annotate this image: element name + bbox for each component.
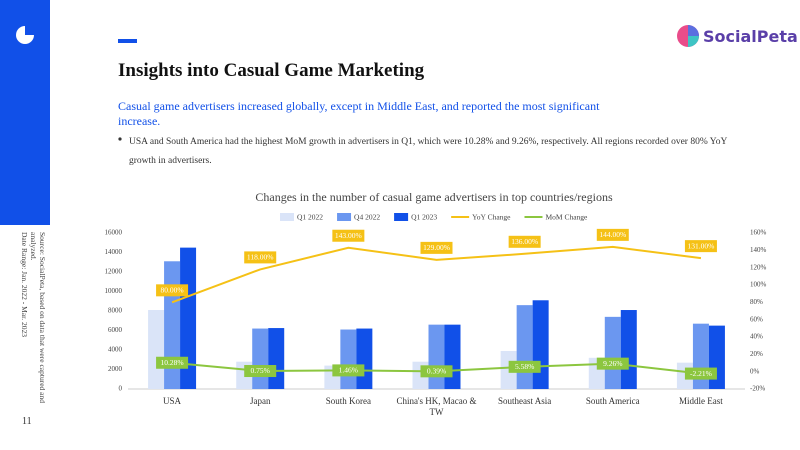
y2-tick-label: 100% <box>750 281 767 289</box>
data-label: 9.26% <box>603 359 622 368</box>
y-tick-label: 16000 <box>105 229 123 237</box>
slide-title: Insights into Casual Game Marketing <box>118 60 425 81</box>
data-label: 5.58% <box>515 362 534 371</box>
footer-notes: Source: SocialPeta, based on data that w… <box>20 232 47 432</box>
data-label: 10.28% <box>161 358 184 367</box>
bar <box>428 324 445 389</box>
x-tick-label: USA <box>163 396 182 406</box>
data-label-box <box>244 251 277 264</box>
bar <box>180 247 197 389</box>
bar <box>340 329 357 389</box>
y2-tick-label: -20% <box>750 385 765 393</box>
legend-label: Q1 2023 <box>411 213 437 222</box>
y-tick-label: 8000 <box>108 307 123 315</box>
y-tick-label: 0 <box>119 385 123 393</box>
legend-label: YoY Change <box>472 213 511 222</box>
y2-tick-label: 120% <box>750 263 767 271</box>
data-label-box <box>508 235 541 248</box>
legend-label: Q1 2022 <box>297 213 323 222</box>
data-label-box <box>684 240 717 253</box>
data-label-box <box>156 356 189 369</box>
y2-tick-label: 60% <box>750 315 763 323</box>
data-label-box <box>508 360 541 373</box>
bar <box>620 310 637 389</box>
x-tick-label: Middle East <box>679 396 723 406</box>
bar <box>604 316 621 389</box>
data-label-box <box>332 364 365 377</box>
logo-mark-part <box>688 25 699 36</box>
data-label-box <box>420 241 453 254</box>
x-tick-label: China's HK, Macao & TW <box>396 396 477 417</box>
y2-tick-label: 140% <box>750 246 767 254</box>
bar <box>516 305 533 389</box>
line <box>171 245 702 304</box>
data-label-box <box>596 357 629 370</box>
legend-swatch <box>394 213 409 221</box>
data-label: 129.00% <box>423 243 450 252</box>
source-note: Source: SocialPeta, based on data that w… <box>29 232 47 403</box>
y-tick-label: 4000 <box>108 346 123 354</box>
bar <box>252 328 269 389</box>
x-tick-label: South America <box>585 396 640 406</box>
bar <box>500 350 517 389</box>
data-label-box <box>156 284 189 297</box>
data-label: 136.00% <box>511 237 538 246</box>
y2-tick-label: 80% <box>750 298 763 306</box>
y2-tick-label: 0% <box>750 367 760 375</box>
x-tick-label: Southeast Asia <box>498 396 552 406</box>
chart-title: Changes in the number of casual game adv… <box>255 190 613 204</box>
data-label-box <box>684 367 717 380</box>
logo-text: SocialPeta <box>703 27 798 46</box>
data-label: 1.46% <box>339 366 358 375</box>
y2-tick-label: 40% <box>750 333 763 341</box>
x-tick-label: South Korea <box>325 396 371 406</box>
bar <box>356 328 373 389</box>
data-label: 80.00% <box>161 286 184 295</box>
data-label-box <box>420 365 453 378</box>
subtitle: Casual game advertisers increased global… <box>118 99 600 128</box>
y2-tick-label: 160% <box>750 229 767 237</box>
data-label-box <box>332 229 365 242</box>
legend-label: MoM Change <box>545 213 588 222</box>
legend-swatch <box>280 213 294 221</box>
y2-tick-label: 20% <box>750 350 763 358</box>
data-label-box <box>596 228 629 241</box>
y-tick-label: 2000 <box>108 365 123 373</box>
data-label: 131.00% <box>687 241 714 250</box>
data-label: 118.00% <box>247 253 274 262</box>
y-tick-label: 6000 <box>108 326 123 334</box>
title-accent <box>118 39 137 43</box>
data-label-box <box>244 365 277 378</box>
y-tick-label: 10000 <box>105 287 123 295</box>
data-label: 144.00% <box>599 230 626 239</box>
bar <box>444 324 461 389</box>
bullet-text: USA and South America had the highest Mo… <box>129 137 727 166</box>
bar <box>148 310 165 389</box>
logo-mark-part <box>688 36 699 47</box>
x-tick-label: Japan <box>249 396 271 406</box>
legend-swatch <box>337 213 352 221</box>
legend-label: Q4 2022 <box>354 213 380 222</box>
bar <box>532 300 549 389</box>
page-number: 11 <box>22 416 32 427</box>
y-tick-label: 14000 <box>105 248 123 256</box>
data-label: 0.39% <box>427 367 446 376</box>
bullet-dot <box>118 137 122 141</box>
data-label: 143.00% <box>335 231 362 240</box>
date-range: Date Range: Jan. 2022 - Mar. 2023 <box>20 232 29 337</box>
bar <box>164 261 181 389</box>
bar <box>268 328 285 389</box>
y-tick-label: 12000 <box>105 268 123 276</box>
brand-icon-cut <box>25 26 34 35</box>
data-label: 0.75% <box>251 366 270 375</box>
data-label: -2.21% <box>690 369 712 378</box>
